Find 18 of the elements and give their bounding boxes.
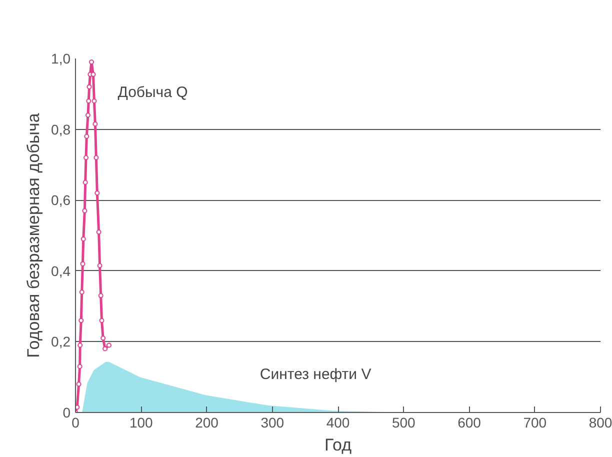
series-label: Синтез нефти V [260,366,372,384]
x-tick-label: 700 [523,414,547,430]
series-label: Добыча Q [118,84,188,101]
y-tick-label: 0,8 [51,121,71,138]
y-tick-label: 0,6 [51,192,71,208]
x-tick-label: 600 [458,414,482,430]
x-tick-label: 800 [588,414,612,430]
x-tick-label: 100 [129,414,154,430]
y-tick-label: 0,4 [51,262,71,279]
x-tick-label: 200 [195,414,219,430]
x-axis-title: Год [324,436,352,454]
y-axis-title: Годовая безразмерная добыча [24,112,44,358]
x-tick-label: 300 [260,414,284,430]
y-tick-label: 1,0 [51,50,71,66]
y-tick-label: 0 [62,404,71,420]
x-tick-label: 400 [326,414,350,430]
y-tick-label: 0,2 [51,334,71,350]
x-tick-label: 500 [392,414,416,430]
